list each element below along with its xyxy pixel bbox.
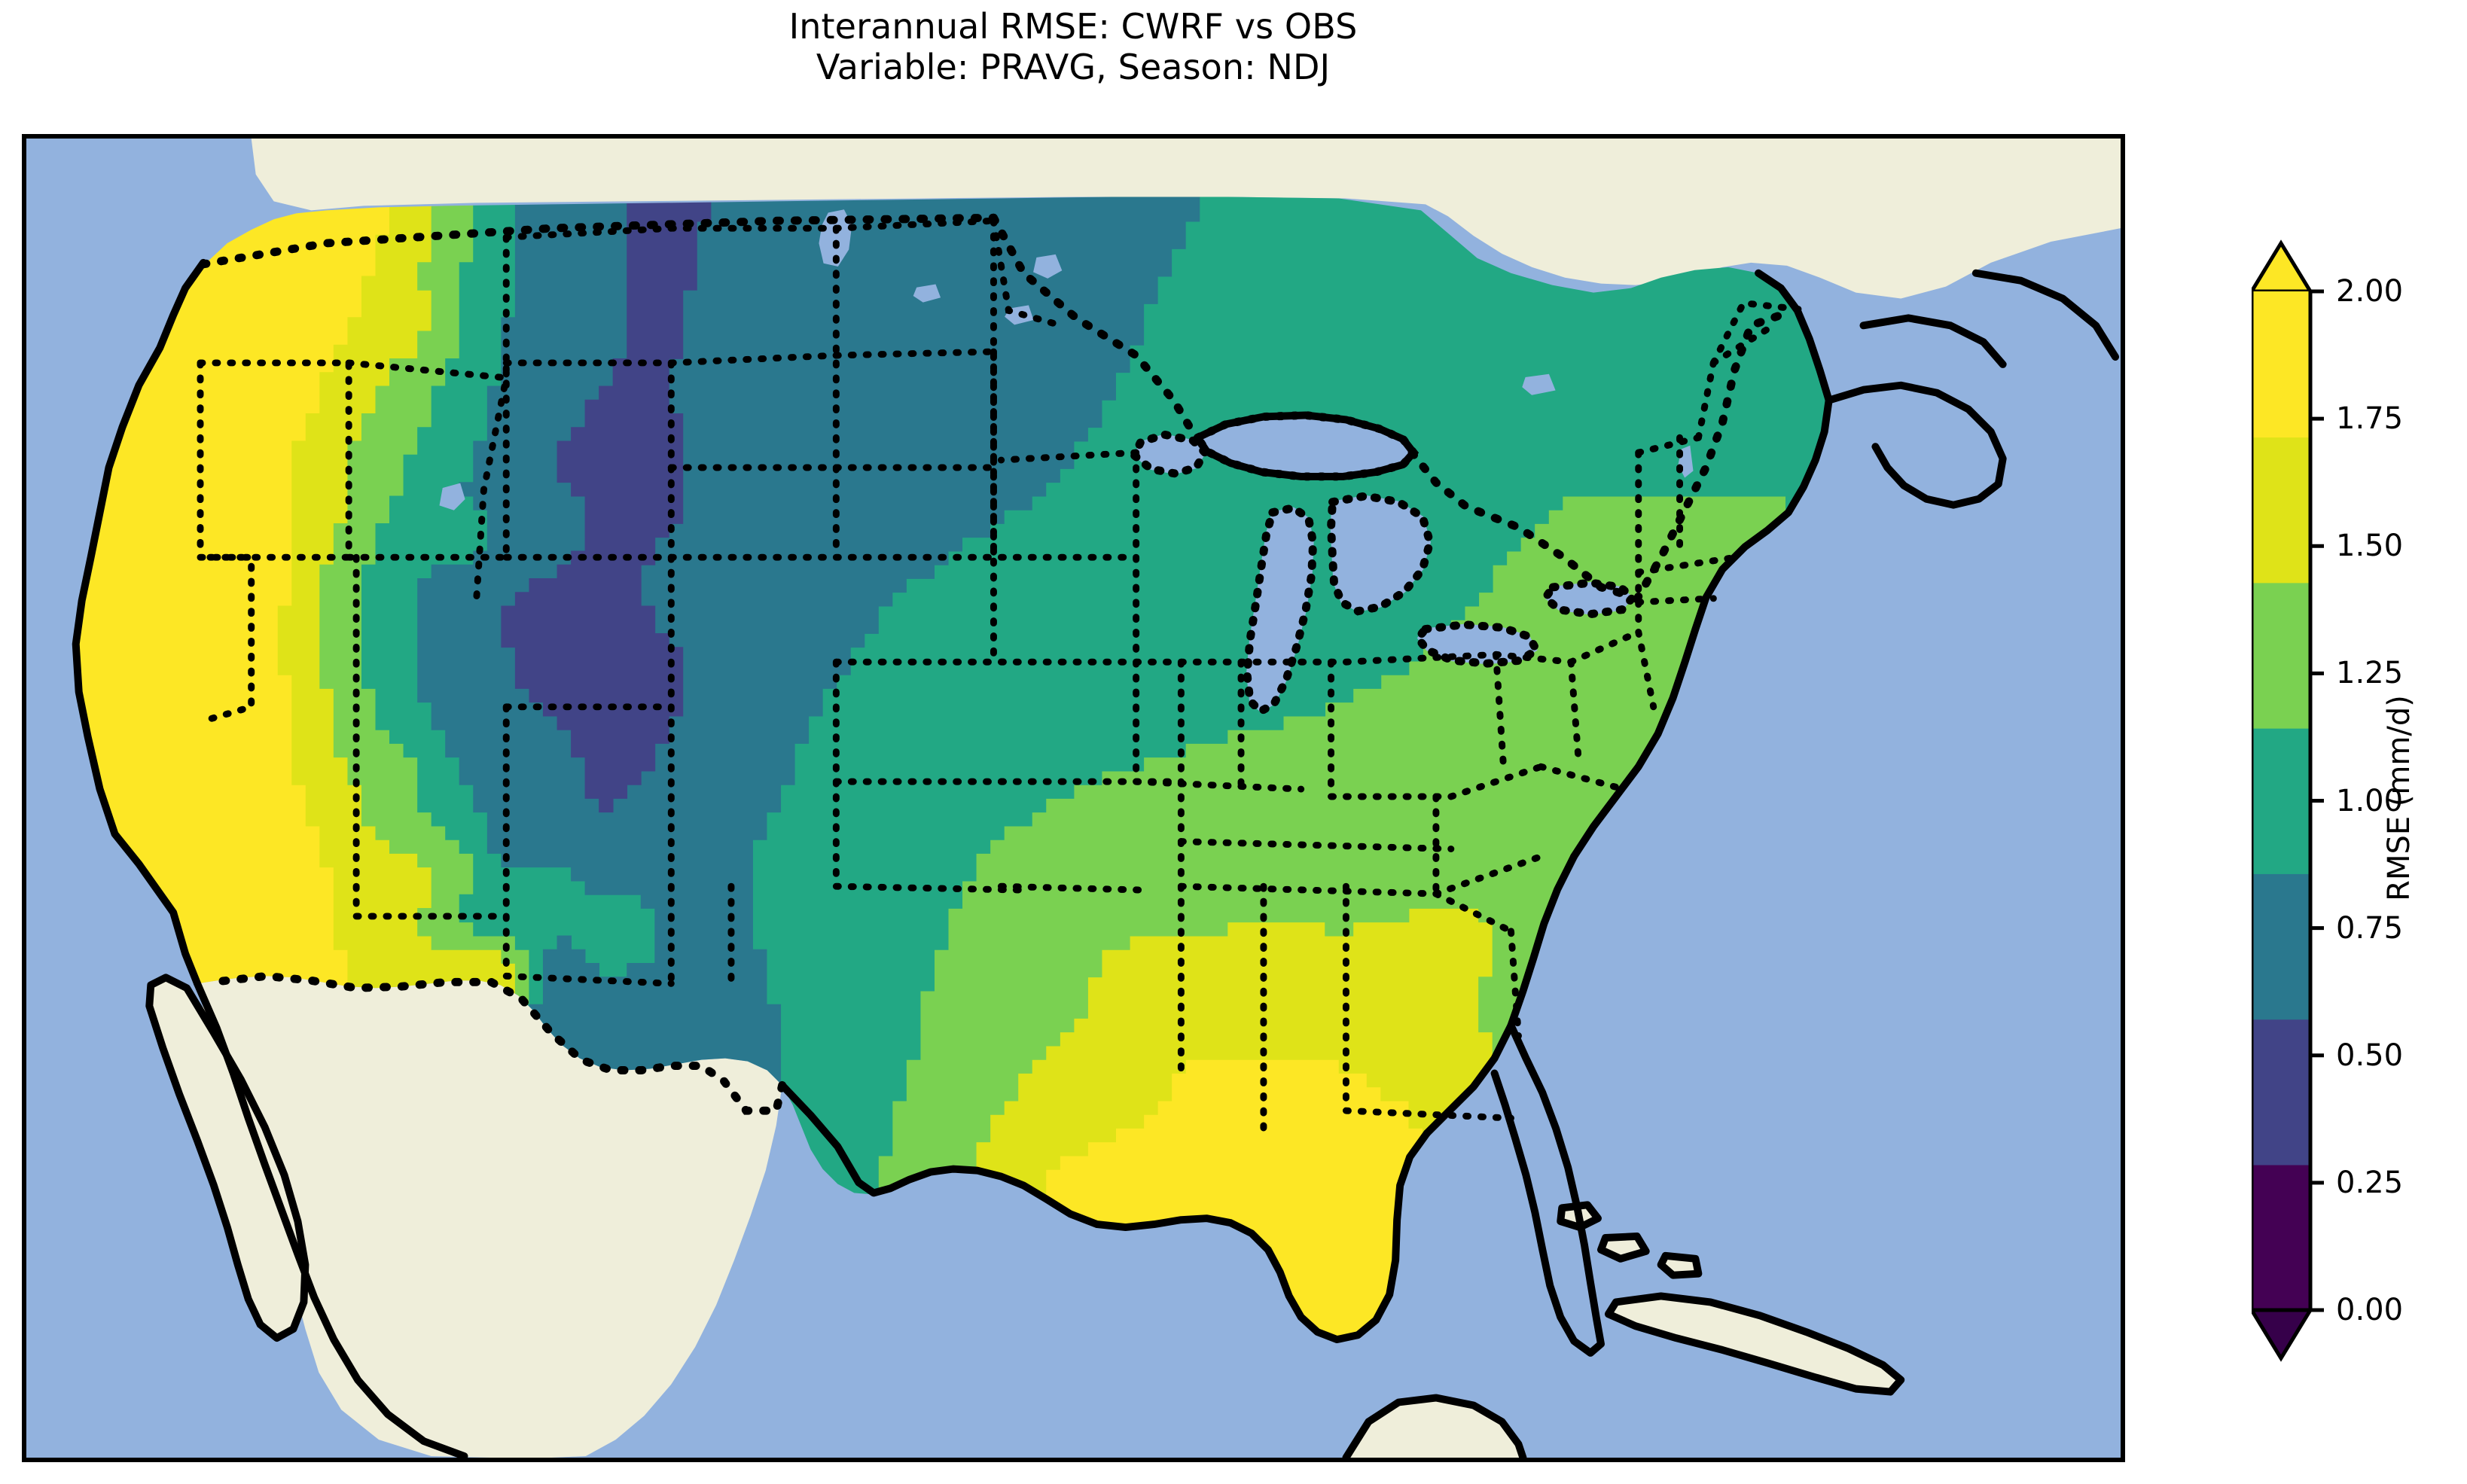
lake-of-the-woods	[1033, 254, 1063, 279]
coastline	[1557, 1201, 1602, 1232]
colorbar-tick-label: 1.75	[2336, 401, 2404, 437]
state-border	[1432, 890, 1514, 935]
yucatan-landmass	[1346, 1397, 1523, 1458]
coastline	[1596, 1233, 1650, 1263]
coastline	[1825, 381, 2007, 509]
coastline	[72, 258, 207, 988]
coastline	[145, 974, 310, 1342]
state-border	[1447, 763, 1545, 800]
state-border	[1342, 651, 1500, 666]
state-border	[832, 217, 997, 232]
colorbar-tick-label: 0.50	[2336, 1038, 2404, 1073]
international-border	[989, 213, 1200, 442]
state-border	[502, 224, 675, 241]
contour-band	[473, 197, 712, 1280]
coastline	[1859, 314, 2007, 368]
coastlines-layer	[72, 213, 2120, 1458]
coastline	[1342, 1394, 1527, 1458]
state-border	[1567, 629, 1642, 666]
state-border	[1635, 434, 1702, 456]
state-border	[990, 217, 1065, 329]
international-border	[1407, 448, 1636, 601]
colorbar-tick-label: 0.00	[2336, 1293, 2404, 1327]
colorbar-band	[2252, 727, 2310, 874]
coastline	[1423, 852, 1578, 1137]
colorbar-band	[2252, 1164, 2310, 1311]
state-border	[1133, 778, 1305, 793]
state-border	[1493, 651, 1575, 666]
colorbar-band	[2252, 873, 2310, 1020]
colorbar-band	[2252, 291, 2310, 438]
state-border	[1709, 321, 1777, 367]
coastline	[778, 1081, 1431, 1344]
coastline	[1604, 1292, 1905, 1396]
coastline	[1657, 1251, 1703, 1279]
lake-shoreline	[1129, 430, 1211, 478]
colorbar-tick-label: 1.25	[2336, 656, 2404, 691]
colorbar-gradient	[2252, 239, 2324, 1362]
land-outside-domain	[149, 139, 2121, 1458]
colorbar-tick-label: 2.00	[2336, 274, 2404, 309]
international-border	[199, 213, 998, 269]
mexico-landmass	[197, 976, 782, 1458]
rmse-contour-map	[26, 139, 2121, 1458]
canada-landmass	[251, 139, 2121, 299]
state-border	[667, 352, 840, 367]
state-border	[832, 348, 997, 359]
lake-shoreline	[1413, 620, 1542, 668]
small-lake-on	[1522, 373, 1556, 395]
coastline	[1570, 269, 1833, 861]
colorbar: 0.00 0.25 0.50 0.75 1.00 1.25 1.50 1.75 2.00 RMS…	[2252, 226, 2467, 1370]
great-salt-lake	[439, 483, 465, 510]
state-border	[1537, 763, 1627, 793]
small-lake-nd	[913, 284, 941, 303]
state-border	[472, 233, 510, 606]
international-border	[1633, 310, 1785, 604]
colorbar-tick-label: 1.00	[2336, 783, 2404, 818]
colorbar-tick-label: 0.25	[2336, 1165, 2404, 1200]
state-border	[1694, 359, 1717, 441]
colorbar-tick-label: 0.75	[2336, 910, 2404, 946]
lake-shoreline	[1243, 503, 1318, 717]
cuba-landmass	[1608, 1296, 1901, 1392]
coastline	[1971, 269, 2120, 361]
title-line-1: Interannual RMSE: CWRF vs OBS	[788, 6, 1358, 47]
state-border	[1567, 658, 1582, 763]
state-boundaries	[197, 217, 1815, 1137]
coastline	[1490, 1021, 1605, 1357]
state-border	[1432, 853, 1545, 897]
colorbar-band	[2252, 582, 2310, 729]
title-line-2: Variable: PRAVG, Season: NDJ	[816, 47, 1331, 88]
state-border	[345, 359, 510, 382]
state-border	[1635, 595, 1717, 606]
state-border	[502, 972, 675, 987]
state-border	[997, 882, 1148, 894]
figure-title: Interannual RMSE: CWRF vs OBS Variable: …	[0, 0, 2146, 88]
state-border	[832, 882, 1027, 894]
state-border	[197, 359, 352, 561]
state-border	[197, 553, 255, 726]
state-border	[1177, 882, 1440, 897]
coastline	[194, 980, 468, 1458]
state-border	[1635, 629, 1657, 711]
state-border	[1342, 1107, 1514, 1122]
colorbar-band	[2252, 437, 2310, 584]
international-border	[209, 971, 787, 1115]
map-plot-area	[22, 134, 2125, 1462]
colorbar-axis-label: RMSE (mm/d)	[2382, 695, 2417, 901]
lake-shoreline	[1539, 578, 1639, 619]
colorbar-under-arrow	[2252, 1308, 2314, 1362]
state-border	[1493, 651, 1508, 770]
lake-shoreline	[1327, 492, 1435, 616]
state-border	[345, 359, 510, 561]
lake-shoreline	[1191, 411, 1420, 481]
state-border	[1177, 838, 1455, 853]
colorbar-tick-label: 1.50	[2336, 529, 2404, 564]
baja-california	[149, 977, 306, 1339]
colorbar-over-arrow	[2252, 239, 2314, 294]
contour-band	[75, 197, 1773, 1340]
colorbar-band	[2252, 1019, 2310, 1166]
